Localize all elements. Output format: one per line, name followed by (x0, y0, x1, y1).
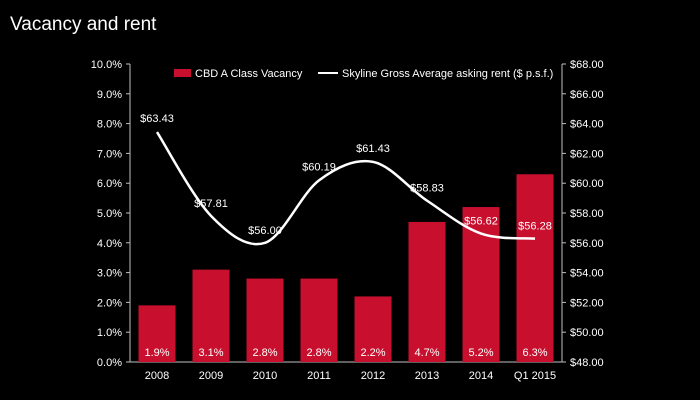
vacancy-bar-label: 3.1% (198, 347, 223, 359)
vacancy-bar (462, 207, 500, 362)
x-tick-label: 2014 (469, 370, 493, 382)
rent-line-label: $63.43 (140, 113, 174, 125)
left-tick-label: 9.0% (97, 89, 122, 101)
vacancy-bar-label: 4.7% (414, 347, 439, 359)
vacancy-bar (516, 174, 554, 362)
rent-line-label: $60.19 (302, 161, 336, 173)
rent-line-label: $61.43 (356, 143, 390, 155)
left-tick-label: 1.0% (97, 327, 122, 339)
vacancy-bar (300, 278, 338, 362)
right-tick-label: $54.00 (570, 268, 604, 280)
left-tick-label: 5.0% (97, 208, 122, 220)
x-tick-label: 2012 (361, 370, 385, 382)
x-tick-label: 2013 (415, 370, 439, 382)
vacancy-bar-labels: 1.9% 3.1% 2.8% 2.8% 2.2% 4.7% 5.2% 6.3% (144, 347, 547, 359)
vacancy-bar (246, 278, 284, 362)
right-tick-label: $58.00 (570, 208, 604, 220)
chart-title: Vacancy and rent (10, 14, 157, 35)
x-tick-label: 2008 (145, 370, 169, 382)
rent-line-label: $56.28 (518, 221, 552, 233)
vacancy-bars (138, 174, 554, 362)
vacancy-bar (138, 305, 176, 362)
x-tick-label: 2009 (199, 370, 223, 382)
right-tick-label: $52.00 (570, 297, 604, 309)
axes: 0.0% 1.0% 2.0% 3.0% 4.0% 5.0% 6.0% 7.0% 8.0% 9.0%… (91, 59, 604, 382)
legend-vacancy-label: CBD A Class Vacancy (195, 68, 303, 80)
vacancy-bar-label: 6.3% (522, 347, 547, 359)
rent-line-labels: $63.43 $57.81 $56.00 $60.19 $61.43 $58.83 $56.… (140, 113, 552, 237)
vacancy-bar (408, 221, 446, 362)
vacancy-bar-label: 2.8% (252, 347, 277, 359)
legend-rent-label: Skyline Gross Average asking rent ($ p.s… (342, 68, 553, 80)
rent-line-label: $57.81 (194, 198, 228, 210)
right-tick-label: $50.00 (570, 327, 604, 339)
left-tick-label: 7.0% (97, 148, 122, 160)
x-tick-label: 2011 (307, 370, 331, 382)
vacancy-bar (354, 296, 392, 362)
right-tick-label: $66.00 (570, 89, 604, 101)
vacancy-bar (192, 269, 230, 362)
right-tick-label: $48.00 (570, 357, 604, 369)
vacancy-bar-label: 2.8% (306, 347, 331, 359)
right-tick-label: $64.00 (570, 119, 604, 131)
left-tick-label: 2.0% (97, 297, 122, 309)
vacancy-bar-label: 2.2% (360, 347, 385, 359)
x-tick-label: 2010 (253, 370, 277, 382)
rent-line-label: $58.83 (410, 183, 444, 195)
left-tick-label: 3.0% (97, 268, 122, 280)
left-tick-label: 8.0% (97, 119, 122, 131)
right-tick-label: $62.00 (570, 148, 604, 160)
rent-line-layer (155, 131, 536, 246)
rent-line (155, 131, 536, 246)
legend-vacancy-swatch (174, 69, 191, 77)
vacancy-bar-label: 5.2% (468, 347, 493, 359)
left-tick-label: 0.0% (97, 357, 122, 369)
legend: CBD A Class Vacancy Skyline Gross Averag… (174, 68, 553, 80)
left-tick-label: 10.0% (91, 59, 122, 71)
right-tick-label: $56.00 (570, 238, 604, 250)
left-tick-label: 4.0% (97, 238, 122, 250)
left-tick-label: 6.0% (97, 178, 122, 190)
right-tick-label: $68.00 (570, 59, 604, 71)
vacancy-bar-label: 1.9% (144, 347, 169, 359)
x-tick-label: Q1 2015 (514, 370, 556, 382)
rent-line-label: $56.62 (464, 216, 498, 228)
rent-line-label: $56.00 (248, 225, 282, 237)
right-tick-label: $60.00 (570, 178, 604, 190)
